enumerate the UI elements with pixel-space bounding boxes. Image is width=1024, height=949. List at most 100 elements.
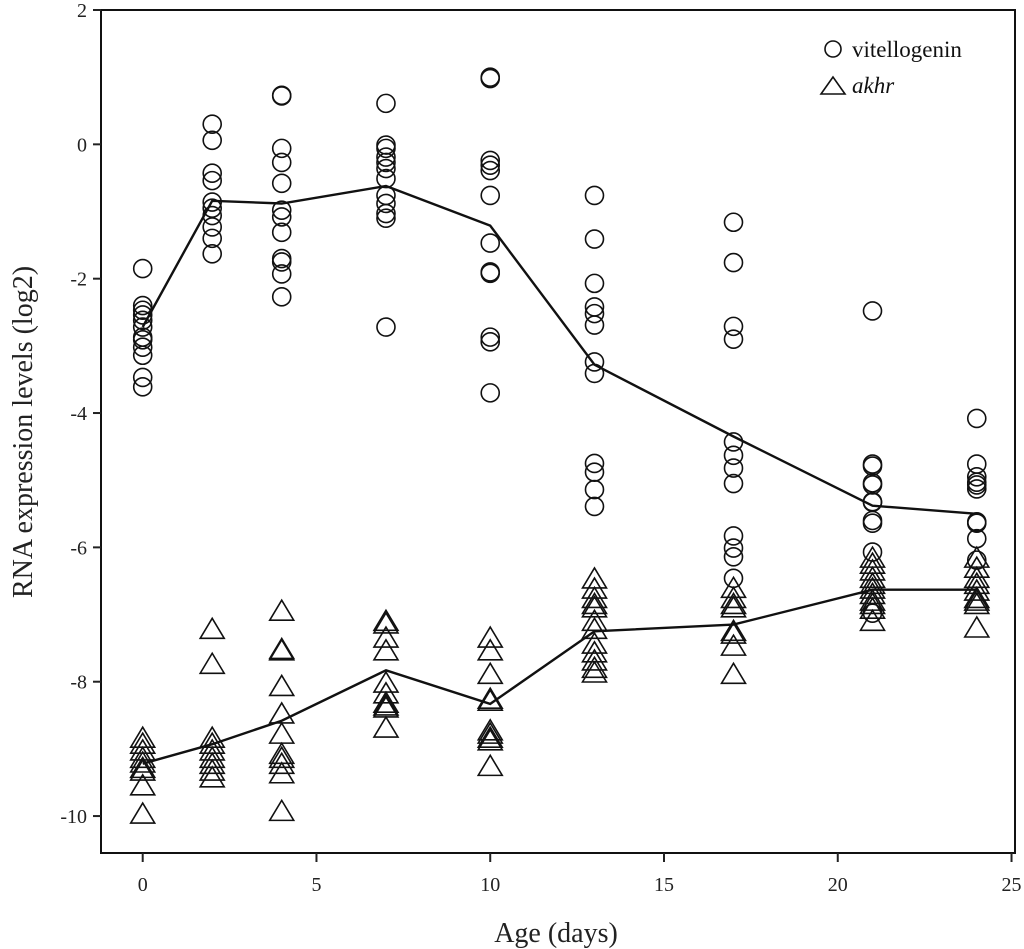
point-vitellogenin	[376, 185, 396, 206]
point-akhr	[372, 690, 400, 714]
y-axis-title: RNA expression levels (log2)	[8, 266, 39, 598]
point-akhr	[476, 725, 504, 748]
point-akhr	[198, 616, 226, 640]
point-akhr	[268, 598, 296, 621]
point-akhr	[372, 681, 400, 704]
point-akhr	[476, 728, 504, 751]
point-vitellogenin	[723, 212, 744, 233]
point-vitellogenin	[723, 445, 744, 466]
point-vitellogenin	[862, 456, 883, 476]
y-tick-label: -2	[70, 269, 87, 291]
point-vitellogenin	[480, 332, 501, 352]
point-akhr	[720, 595, 747, 618]
point-vitellogenin	[271, 173, 292, 194]
y-axis: 2 0 -2 -4 -6 -8 -10	[60, 0, 101, 828]
point-akhr	[476, 625, 504, 648]
point-vitellogenin	[271, 138, 292, 159]
point-akhr	[268, 673, 296, 697]
point-akhr	[129, 745, 157, 769]
point-akhr	[963, 585, 991, 609]
point-akhr	[198, 758, 226, 781]
point-akhr	[963, 588, 991, 611]
point-akhr	[129, 750, 157, 773]
point-akhr	[476, 688, 504, 712]
point-vitellogenin	[376, 208, 396, 229]
point-akhr	[581, 608, 608, 632]
x-tick-label: 0	[138, 874, 148, 896]
point-vitellogenin	[584, 229, 605, 249]
point-akhr	[268, 745, 296, 769]
legend: vitellogenin akhr	[819, 37, 962, 98]
point-vitellogenin	[966, 513, 987, 533]
point-akhr	[581, 585, 608, 609]
point-vitellogenin	[132, 258, 153, 279]
legend-label-vitellogenin: vitellogenin	[852, 37, 962, 62]
point-vitellogenin	[584, 453, 605, 474]
point-akhr	[198, 738, 226, 761]
point-akhr	[476, 638, 504, 661]
y-tick-label: -10	[60, 806, 87, 828]
point-akhr	[720, 621, 747, 644]
point-vitellogenin	[202, 217, 223, 237]
point-akhr	[198, 765, 226, 788]
point-akhr	[581, 591, 608, 615]
point-akhr	[198, 751, 226, 775]
point-vitellogenin	[376, 147, 396, 167]
point-vitellogenin	[584, 273, 605, 294]
point-akhr	[859, 608, 886, 632]
point-vitellogenin	[584, 315, 605, 335]
point-vitellogenin	[480, 263, 501, 284]
point-vitellogenin	[966, 479, 987, 499]
point-vitellogenin	[862, 513, 883, 533]
point-akhr	[268, 798, 296, 822]
point-akhr	[372, 611, 400, 634]
y-tick-label: 0	[77, 134, 87, 156]
point-akhr	[198, 745, 226, 769]
legend-circle-icon	[824, 40, 842, 58]
point-akhr	[581, 616, 608, 640]
point-vitellogenin	[202, 228, 223, 249]
trend-line-akhr	[142, 588, 977, 765]
point-akhr	[129, 755, 157, 779]
point-akhr	[963, 615, 991, 638]
point-akhr	[372, 693, 400, 716]
point-vitellogenin	[966, 475, 987, 495]
point-vitellogenin	[376, 158, 396, 179]
point-vitellogenin	[723, 526, 744, 546]
point-vitellogenin	[480, 68, 501, 89]
point-akhr	[372, 625, 400, 648]
point-akhr	[198, 651, 226, 675]
point-akhr	[720, 618, 747, 642]
point-vitellogenin	[480, 67, 501, 87]
point-vitellogenin	[966, 408, 987, 429]
point-vitellogenin	[132, 345, 153, 366]
point-vitellogenin	[271, 200, 292, 220]
point-vitellogenin	[132, 377, 153, 397]
point-vitellogenin	[480, 155, 501, 175]
x-tick-label: 25	[1002, 874, 1022, 896]
point-akhr	[859, 581, 886, 605]
point-akhr	[476, 721, 504, 744]
point-akhr	[859, 591, 886, 615]
point-akhr	[372, 715, 400, 738]
point-vitellogenin	[202, 114, 223, 134]
point-vitellogenin	[966, 467, 987, 487]
point-akhr	[268, 761, 296, 784]
point-akhr	[581, 660, 608, 683]
point-akhr	[476, 718, 504, 741]
point-akhr	[720, 633, 747, 656]
trend-lines	[141, 184, 977, 765]
point-vitellogenin	[723, 458, 744, 478]
x-axis: 0 5 10 15 20 25	[138, 853, 1022, 896]
trend-line-vitellogenin	[141, 184, 977, 515]
point-vitellogenin	[202, 192, 223, 212]
point-vitellogenin	[132, 317, 153, 337]
point-vitellogenin	[723, 432, 744, 452]
point-akhr	[859, 558, 886, 581]
point-vitellogenin	[723, 316, 744, 337]
point-akhr	[129, 773, 157, 796]
plot-border	[100, 9, 1016, 854]
point-vitellogenin	[376, 168, 396, 189]
x-tick-label: 10	[480, 874, 500, 896]
point-vitellogenin	[202, 198, 223, 218]
